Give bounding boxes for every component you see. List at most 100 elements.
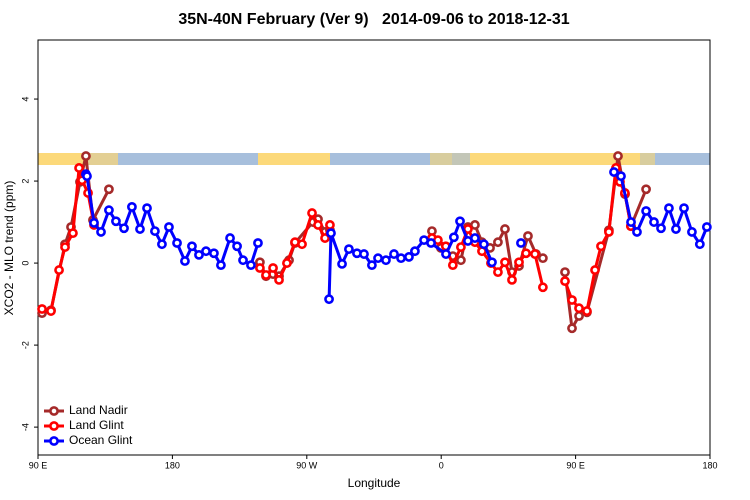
data-point xyxy=(410,246,420,257)
data-point xyxy=(590,265,600,275)
data-point xyxy=(282,258,292,268)
data-point xyxy=(111,216,121,227)
data-point xyxy=(209,248,219,259)
y-tick-label: 0 xyxy=(20,261,30,266)
data-point xyxy=(389,249,399,259)
data-point xyxy=(82,171,92,182)
data-point xyxy=(96,227,106,237)
data-point xyxy=(324,294,334,305)
data-point xyxy=(470,220,480,230)
land-strip xyxy=(258,153,330,165)
data-point xyxy=(150,226,160,236)
data-point xyxy=(664,203,674,214)
y-tick-label: -4 xyxy=(20,423,30,431)
data-point xyxy=(164,222,174,232)
data-point xyxy=(649,217,659,227)
data-point xyxy=(632,227,642,237)
ocean-strip xyxy=(330,153,430,165)
legend-label: Land Nadir xyxy=(69,403,128,417)
data-point xyxy=(687,227,697,237)
data-point xyxy=(426,238,436,248)
data-point xyxy=(493,267,503,278)
data-point xyxy=(694,239,705,250)
data-point xyxy=(396,253,406,264)
data-point xyxy=(487,257,497,268)
data-point xyxy=(201,246,211,257)
data-point xyxy=(516,238,526,248)
legend-marker xyxy=(49,436,59,446)
data-point xyxy=(582,306,592,316)
data-point xyxy=(238,255,248,266)
data-point xyxy=(537,253,548,264)
data-point xyxy=(274,274,284,285)
data-point xyxy=(567,323,577,334)
data-point xyxy=(447,260,458,271)
data-point xyxy=(54,265,64,275)
data-point xyxy=(325,220,335,230)
data-point xyxy=(157,239,167,250)
data-point xyxy=(574,303,584,314)
data-point xyxy=(641,206,651,216)
y-tick-label: 2 xyxy=(20,179,30,184)
data-point xyxy=(246,260,256,271)
data-point xyxy=(320,233,330,243)
data-point xyxy=(359,249,369,259)
ocean-strip xyxy=(118,153,258,165)
x-tick-label: 90 E xyxy=(29,460,48,470)
data-point xyxy=(37,304,47,314)
data-point xyxy=(500,257,510,268)
data-point xyxy=(194,249,204,260)
data-point xyxy=(641,184,651,195)
plot-frame xyxy=(37,39,711,456)
data-point xyxy=(297,239,307,250)
data-point xyxy=(74,163,84,173)
data-point xyxy=(448,232,459,243)
data-point xyxy=(560,276,570,287)
data-point xyxy=(46,306,56,316)
data-point xyxy=(104,205,114,216)
data-point xyxy=(470,233,480,243)
data-point xyxy=(367,260,377,271)
data-point xyxy=(514,257,524,268)
data-point xyxy=(268,263,278,273)
data-point xyxy=(523,231,533,241)
data-point xyxy=(441,249,451,259)
data-point xyxy=(344,244,354,255)
data-point xyxy=(656,223,666,234)
data-point xyxy=(180,256,190,266)
surface-band xyxy=(38,153,710,165)
data-point xyxy=(261,270,271,280)
data-point xyxy=(373,253,383,264)
data-point xyxy=(574,311,584,321)
data-point xyxy=(313,220,323,230)
data-point xyxy=(253,238,263,248)
data-point xyxy=(127,202,137,212)
data-point xyxy=(455,216,465,227)
data-point xyxy=(232,241,242,252)
legend-marker xyxy=(49,421,59,431)
mixed-strip xyxy=(452,153,470,165)
x-tick-label: 0 xyxy=(439,460,444,470)
data-point xyxy=(135,224,145,234)
series-line xyxy=(41,154,648,330)
legend-label: Ocean Glint xyxy=(69,433,133,447)
data-point xyxy=(493,237,503,248)
data-point xyxy=(337,259,347,269)
data-point xyxy=(456,255,466,266)
data-point xyxy=(60,242,70,252)
data-point xyxy=(326,228,336,239)
land-strip xyxy=(38,153,88,165)
data-point xyxy=(187,241,197,252)
data-point xyxy=(626,217,636,227)
ocean-strip xyxy=(655,153,710,165)
mixed-strip xyxy=(430,153,452,165)
x-axis-label: Longitude xyxy=(348,476,401,490)
y-tick-label: -2 xyxy=(20,341,30,349)
y-tick-label: 4 xyxy=(20,97,30,102)
data-point xyxy=(142,203,152,214)
data-point xyxy=(81,151,91,161)
data-point xyxy=(701,222,712,232)
x-tick-label: 180 xyxy=(165,460,180,470)
land-strip xyxy=(470,153,640,165)
